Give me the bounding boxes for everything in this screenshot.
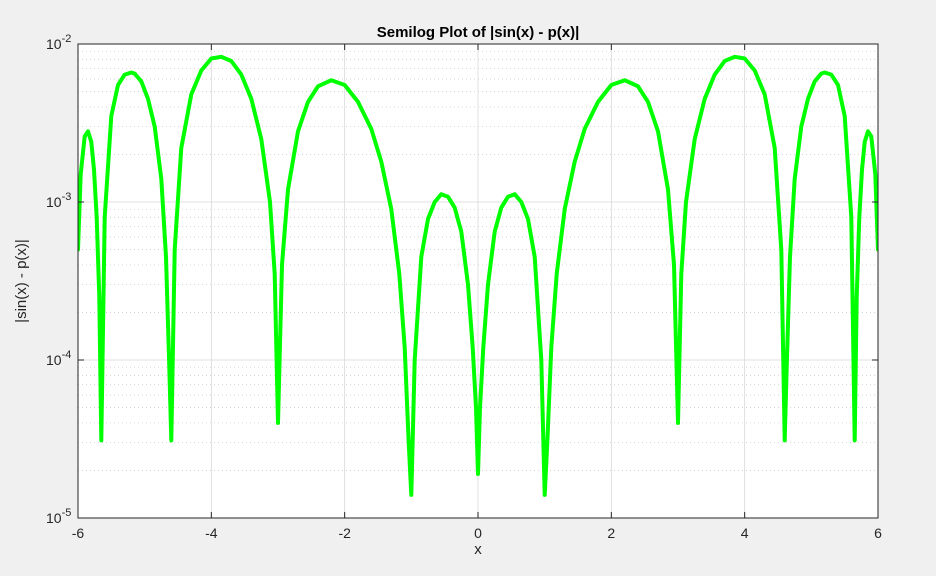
y-axis-label: |sin(x) - p(x)| [13, 239, 30, 323]
x-tick-label: 0 [474, 525, 482, 541]
x-axis-label: x [474, 541, 482, 558]
x-tick-label: -6 [72, 525, 85, 541]
y-tick-label: 10-2 [46, 33, 71, 52]
series-layer [78, 54, 878, 497]
y-tick-label: 10-3 [46, 191, 71, 210]
series-line [78, 54, 878, 497]
x-tick-label: 4 [741, 525, 749, 541]
chart-title: Semilog Plot of |sin(x) - p(x)| [377, 24, 580, 41]
y-tick-label: 10-5 [46, 507, 71, 526]
axis-ticks: -6 -4 -2 0 2 4 6 10-5 10-4 10-3 10-2 [46, 33, 882, 541]
x-tick-label: -2 [338, 525, 351, 541]
y-tick-label: 10-4 [46, 349, 71, 368]
x-tick-label: 2 [607, 525, 615, 541]
x-tick-label: 6 [874, 525, 882, 541]
x-tick-label: -4 [205, 525, 218, 541]
